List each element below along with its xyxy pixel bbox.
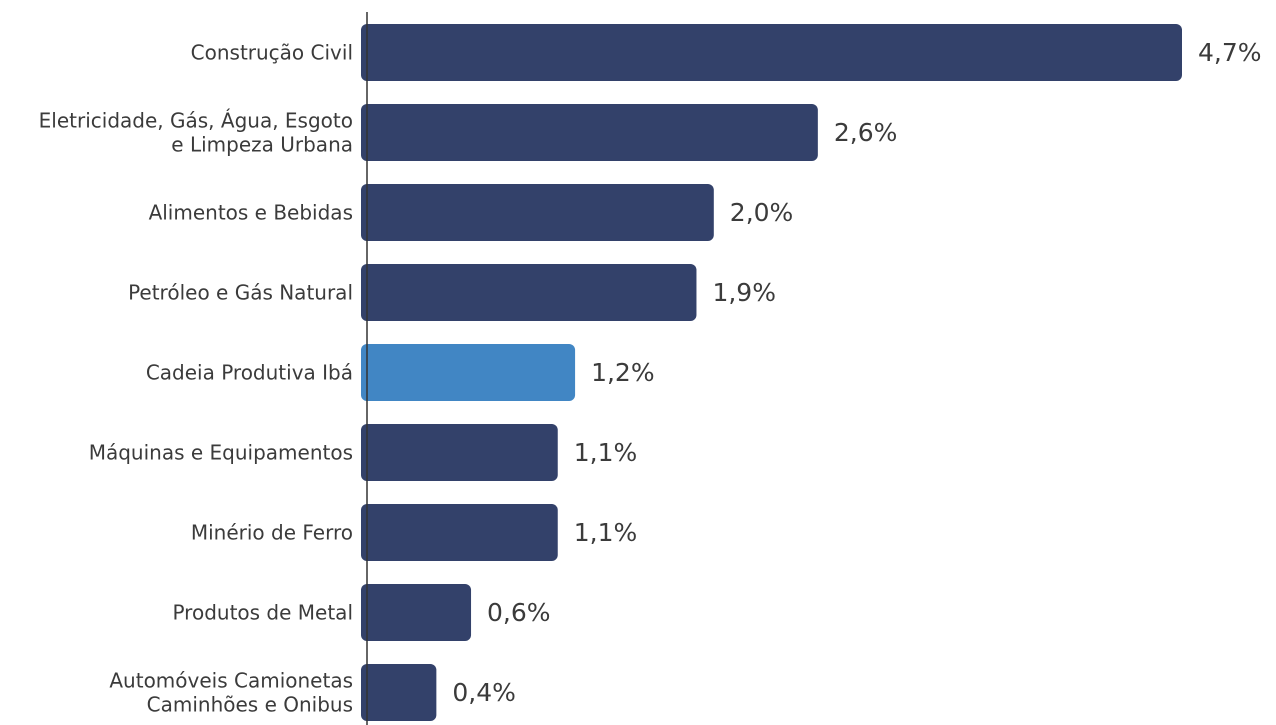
bar <box>361 504 558 561</box>
category-label-line: Eletricidade, Gás, Água, Esgoto <box>39 109 353 133</box>
data-label: 2,0% <box>730 198 794 227</box>
bar <box>361 184 714 241</box>
bar <box>361 264 697 321</box>
category-label-line: Máquinas e Equipamentos <box>89 441 353 465</box>
bar <box>361 424 558 481</box>
data-label: 1,9% <box>712 278 776 307</box>
category-label: Automóveis Camionetas Caminhões e Onibus <box>109 669 353 717</box>
bars-group <box>361 24 1182 721</box>
bar <box>361 344 576 401</box>
bar <box>361 584 472 641</box>
category-label-line: Caminhões e Onibus <box>147 693 353 717</box>
category-label-line: Petróleo e Gás Natural <box>128 281 353 305</box>
data-label: 0,6% <box>487 598 551 627</box>
data-label: 4,7% <box>1198 38 1262 67</box>
category-label-line: Cadeia Produtiva Ibá <box>146 361 353 385</box>
category-labels-group: Construção Civil Eletricidade, Gás, Água,… <box>39 41 353 717</box>
bar <box>361 104 818 161</box>
category-label: Petróleo e Gás Natural <box>128 281 353 305</box>
data-label: 2,6% <box>834 118 898 147</box>
category-label-line: Minério de Ferro <box>191 521 353 545</box>
category-label: Produtos de Metal <box>172 601 353 625</box>
bar <box>361 24 1182 81</box>
category-label-line: Alimentos e Bebidas <box>149 201 353 225</box>
category-label: Máquinas e Equipamentos <box>89 441 353 465</box>
category-label: Minério de Ferro <box>191 521 353 545</box>
category-label: Eletricidade, Gás, Água, Esgoto e Limpeza… <box>39 109 353 157</box>
bar <box>361 664 437 721</box>
category-label: Construção Civil <box>191 41 353 65</box>
data-label: 1,1% <box>574 518 638 547</box>
data-label: 0,4% <box>452 678 516 707</box>
category-label-line: e Limpeza Urbana <box>171 133 353 157</box>
category-label-line: Construção Civil <box>191 41 353 65</box>
category-label: Alimentos e Bebidas <box>149 201 353 225</box>
category-label-line: Produtos de Metal <box>172 601 353 625</box>
category-label: Cadeia Produtiva Ibá <box>146 361 353 385</box>
data-label: 1,2% <box>591 358 655 387</box>
data-label: 1,1% <box>574 438 638 467</box>
value-labels-group: 4,7% 2,6% 2,0% 1,9% 1,2% 1,1% 1,1% 0,6% 0,4% <box>452 38 1261 707</box>
category-label-line: Automóveis Camionetas <box>109 669 353 693</box>
